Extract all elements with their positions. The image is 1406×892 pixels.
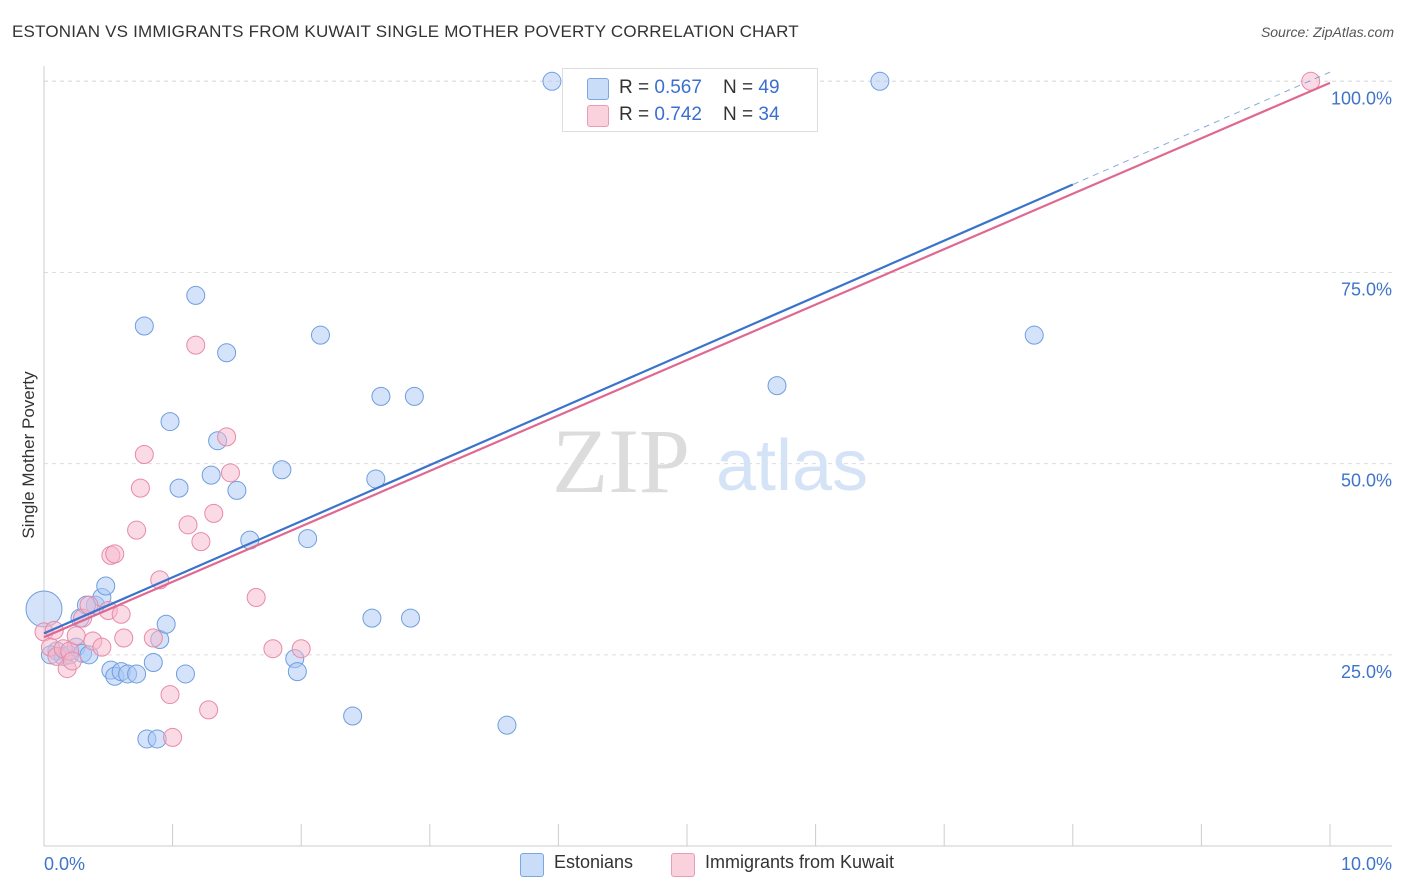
- n-label: N =: [723, 77, 759, 98]
- n-value-kuwait: 34: [758, 104, 780, 125]
- trend-line-kuwait: [43, 81, 1331, 639]
- data-point: [227, 480, 247, 500]
- data-point: [191, 532, 211, 552]
- data-point: [497, 715, 517, 735]
- data-point: [66, 626, 86, 646]
- points-layer: [25, 71, 1321, 749]
- data-point: [291, 639, 311, 659]
- data-point: [767, 376, 787, 396]
- data-point: [217, 427, 237, 447]
- data-point: [401, 608, 421, 628]
- legend-swatch-kuwait: [671, 853, 695, 877]
- trend-layer: [43, 71, 1331, 639]
- data-point: [199, 700, 219, 720]
- data-point: [220, 463, 240, 483]
- data-point: [272, 460, 292, 480]
- y-tick-label: 50.0%: [1341, 471, 1392, 491]
- data-point: [287, 662, 307, 682]
- source-label: Source: ZipAtlas.com: [1260, 24, 1394, 40]
- data-point: [160, 685, 180, 705]
- data-point: [343, 706, 363, 726]
- r-label: R =: [619, 77, 655, 98]
- data-point: [143, 652, 163, 672]
- data-point: [186, 285, 206, 305]
- correlation-stats-box: R = 0.567 N = 49 R = 0.742 N = 34: [562, 68, 818, 132]
- data-point: [127, 664, 147, 684]
- y-tick-label: 75.0%: [1341, 279, 1392, 299]
- legend-label-kuwait: Immigrants from Kuwait: [705, 852, 895, 872]
- data-point: [62, 651, 82, 671]
- n-value-estonians: 49: [758, 77, 780, 98]
- r-value-estonians: 0.567: [654, 77, 702, 98]
- stats-swatch-kuwait: [587, 105, 609, 127]
- tick-label-layer: 25.0% 50.0% 75.0% 100.0% 0.0% 10.0%: [44, 88, 1392, 874]
- watermark: ZIP atlas: [552, 410, 868, 512]
- data-point: [298, 529, 318, 549]
- x-tick-label-max: 10.0%: [1341, 854, 1392, 874]
- legend-label-estonians: Estonians: [554, 852, 634, 872]
- legend-swatch-estonians: [520, 853, 544, 877]
- axis-layer: [43, 66, 1392, 847]
- data-point: [134, 316, 154, 336]
- data-point: [1024, 325, 1044, 345]
- data-point: [310, 325, 330, 345]
- n-label: N =: [723, 104, 759, 125]
- y-tick-label: 100.0%: [1331, 88, 1392, 108]
- data-point: [204, 503, 224, 523]
- grid-layer: [44, 80, 1392, 656]
- data-point: [371, 386, 391, 406]
- trend-line-extension: [1072, 71, 1331, 185]
- data-point: [404, 386, 424, 406]
- data-point: [542, 71, 562, 91]
- data-point: [143, 628, 163, 648]
- data-point: [246, 587, 266, 607]
- watermark-atlas: atlas: [716, 426, 868, 506]
- data-point: [134, 444, 154, 464]
- data-point: [186, 335, 206, 355]
- data-point: [263, 639, 283, 659]
- data-point: [105, 544, 125, 564]
- data-point: [175, 664, 195, 684]
- r-label: R =: [619, 104, 655, 125]
- data-point: [870, 71, 890, 91]
- data-point: [362, 608, 382, 628]
- watermark-zip: ZIP: [552, 410, 690, 512]
- r-value-kuwait: 0.742: [654, 104, 702, 125]
- data-point: [160, 412, 180, 432]
- x-tick-label-min: 0.0%: [44, 854, 85, 874]
- data-point: [130, 478, 150, 498]
- data-point: [178, 515, 198, 535]
- data-point: [169, 478, 189, 498]
- trend-line-estonians: [43, 183, 1074, 635]
- data-point: [163, 727, 183, 747]
- data-point: [111, 604, 131, 624]
- chart-title: ESTONIAN VS IMMIGRANTS FROM KUWAIT SINGL…: [12, 22, 799, 41]
- data-point: [201, 465, 221, 485]
- data-point: [114, 628, 134, 648]
- data-point: [127, 520, 147, 540]
- series-estonians-points: [25, 71, 1044, 749]
- data-point: [217, 343, 237, 363]
- series-kuwait-points: [34, 71, 1321, 747]
- data-point: [92, 637, 112, 657]
- data-point: [156, 614, 176, 634]
- stats-swatch-estonians: [587, 78, 609, 100]
- y-axis-title: Single Mother Poverty: [19, 371, 38, 539]
- data-point: [96, 576, 116, 596]
- y-tick-label: 25.0%: [1341, 662, 1392, 682]
